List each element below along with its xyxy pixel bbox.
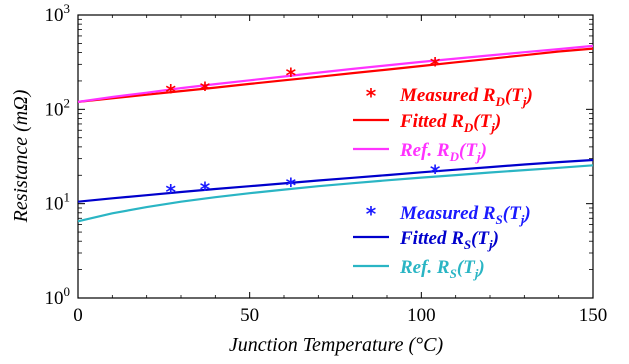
- data-point-measured-r-s-t-j: *: [430, 160, 441, 184]
- x-tick-label: 150: [579, 305, 608, 326]
- series-line-fitted-r-s-t-j: [77, 158, 594, 203]
- data-point-measured-r-d-t-j: *: [286, 63, 297, 87]
- series-line-ref-r-d-t-j: [77, 44, 594, 103]
- data-point-measured-r-s-t-j: *: [165, 180, 176, 204]
- legend-marker-measured-r-s-t-j: *: [366, 202, 377, 226]
- data-point-measured-r-s-t-j: *: [200, 178, 211, 202]
- x-tick-label: 100: [407, 305, 436, 326]
- data-point-measured-r-d-t-j: *: [430, 53, 441, 77]
- data-point-measured-r-s-t-j: *: [286, 174, 297, 198]
- series-lines: [77, 44, 594, 223]
- x-tick-label: 50: [240, 305, 259, 326]
- legend-label-ref-r-d-t-j: Ref. RD(Tj): [399, 140, 487, 164]
- plot-frame: [77, 14, 594, 299]
- x-tick-label: 0: [73, 305, 83, 326]
- series-markers: * * * * * * * *: [165, 53, 440, 204]
- legend-label-fitted-r-d-t-j: Fitted RD(Tj): [399, 111, 501, 135]
- data-point-measured-r-d-t-j: *: [165, 80, 176, 104]
- legend-label-ref-r-s-t-j: Ref. RS(Tj): [399, 257, 485, 281]
- legend-label-fitted-r-s-t-j: Fitted RS(Tj): [399, 228, 499, 252]
- y-axis-title: Resistance (mΩ): [10, 89, 32, 223]
- y-tick-label: 103: [45, 1, 71, 26]
- series-line-ref-r-s-t-j: [77, 164, 594, 223]
- y-tick-label: 101: [45, 190, 71, 215]
- data-point-measured-r-d-t-j: *: [200, 78, 211, 102]
- y-tick-label: 100: [45, 284, 71, 309]
- x-axis-title: Junction Temperature (°C): [229, 334, 444, 356]
- legend-marker-measured-r-d-t-j: *: [366, 84, 377, 108]
- legend-label-measured-r-d-t-j: Measured RD(Tj): [399, 85, 533, 109]
- legend: * Measured RD(Tj)Fitted RD(Tj) Ref. RD(Tj)…: [353, 84, 533, 281]
- axis-ticks: 0 50 100 150 100 101 102 103: [45, 1, 608, 326]
- legend-label-measured-r-s-t-j: Measured RS(Tj): [399, 203, 531, 227]
- series-line-fitted-r-d-t-j: [77, 47, 594, 103]
- y-tick-label: 102: [45, 95, 71, 120]
